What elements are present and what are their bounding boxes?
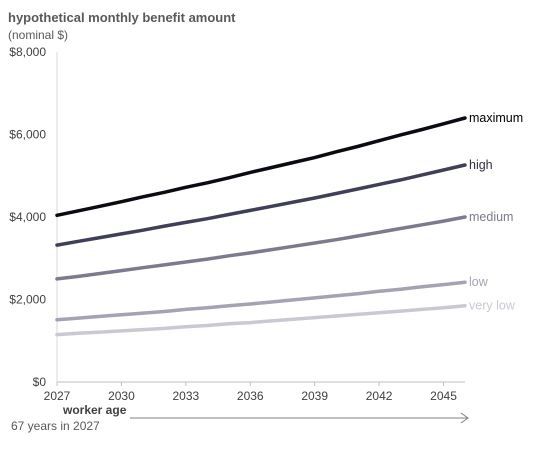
- y-tick-label: $0: [33, 375, 47, 389]
- series-label-very-low: very low: [469, 299, 516, 313]
- x-tick-label: 2045: [430, 389, 457, 403]
- x-annotation-note: 67 years in 2027: [11, 419, 100, 433]
- x-tick-label: 2039: [301, 389, 328, 403]
- series-line-low: [55, 280, 467, 322]
- x-tick-label: 2033: [172, 389, 199, 403]
- x-tick-label: 2027: [44, 389, 71, 403]
- x-tick-label: 2030: [108, 389, 135, 403]
- y-tick-label: $4,000: [9, 210, 46, 224]
- series-line-very-low: [55, 303, 467, 337]
- chart-title: hypothetical monthly benefit amount: [8, 10, 236, 25]
- series-line-medium: [55, 215, 467, 281]
- series-line-maximum: [55, 116, 467, 218]
- y-tick-label: $6,000: [9, 128, 46, 142]
- y-tick-label: $8,000: [9, 45, 46, 59]
- worker-age-arrow-head: [460, 412, 469, 424]
- x-annotation: worker age: [63, 403, 127, 417]
- series-label-medium: medium: [469, 210, 513, 224]
- series-label-high: high: [469, 158, 493, 172]
- chart-subtitle: (nominal $): [8, 28, 69, 42]
- x-tick-label: 2042: [366, 389, 393, 403]
- series-label-maximum: maximum: [469, 111, 523, 125]
- x-tick-label: 2036: [237, 389, 264, 403]
- series-line-high: [55, 163, 467, 247]
- series-label-low: low: [469, 275, 489, 289]
- y-tick-label: $2,000: [9, 293, 46, 307]
